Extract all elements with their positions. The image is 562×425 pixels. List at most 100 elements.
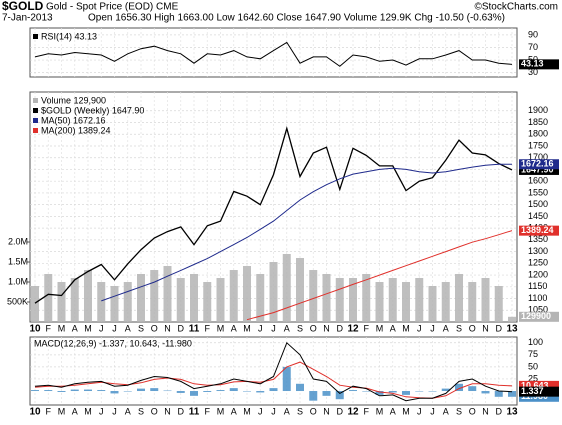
- x-tick-label: J: [99, 323, 104, 333]
- volume-bar: [150, 270, 159, 322]
- y-tick-label: 1150: [528, 281, 547, 291]
- histogram-bar: [349, 390, 357, 392]
- histogram-bar: [229, 388, 238, 392]
- volume-bar: [57, 282, 66, 322]
- x-tick-label: O: [151, 323, 158, 333]
- histogram-bar: [137, 388, 145, 392]
- y-tick-label: 1750: [528, 140, 548, 150]
- histogram-bar: [468, 386, 477, 392]
- histogram-bar: [57, 391, 66, 392]
- x-tick-label-macd: F: [205, 406, 211, 416]
- x-tick-label: A: [125, 323, 131, 333]
- histogram-bar: [508, 391, 516, 397]
- volume-bar: [203, 282, 212, 322]
- volume-bar: [97, 282, 106, 322]
- x-tick-label: 13: [506, 324, 518, 335]
- y-tick-label: 1600: [528, 176, 548, 186]
- histogram-bar: [322, 391, 331, 396]
- volume-bar: [163, 266, 172, 322]
- histogram-bar: [256, 391, 265, 393]
- x-tick-label-macd: D: [496, 406, 503, 416]
- y-tick-label: 1850: [528, 117, 548, 127]
- volume-bar: [243, 266, 251, 322]
- volume-bar: [309, 270, 318, 322]
- y-tick-label: 1450: [528, 211, 548, 221]
- last-value-label: 43.13: [521, 59, 544, 69]
- last-value-label: 129900: [521, 311, 551, 321]
- x-tick-label: J: [271, 323, 276, 333]
- last-value-box: [519, 311, 559, 322]
- x-tick-label-macd: D: [337, 406, 344, 416]
- x-tick-label-macd: S: [138, 406, 144, 416]
- y-tick-label: 50: [528, 361, 538, 371]
- histogram-bar: [44, 390, 53, 392]
- x-tick-label: J: [258, 323, 263, 333]
- volume-bar: [31, 286, 39, 322]
- histogram-bar: [362, 391, 371, 392]
- volume-bar: [137, 274, 145, 322]
- last-value-box: [519, 391, 559, 402]
- x-tick-label-macd: J: [271, 406, 276, 416]
- histogram-bar: [415, 391, 424, 392]
- volume-bar: [494, 286, 503, 322]
- histogram-bar: [402, 391, 410, 395]
- x-tick-label: S: [138, 323, 144, 333]
- histogram-bar: [97, 390, 106, 392]
- x-tick-label-macd: S: [297, 406, 303, 416]
- volume-bar: [388, 278, 397, 322]
- y2-tick-label: 1.0M: [8, 276, 28, 286]
- legend-swatch: [33, 34, 38, 39]
- volume-bar: [349, 278, 357, 322]
- volume-bar: [508, 316, 516, 322]
- x-tick-label: 11: [189, 324, 200, 335]
- x-tick-label-macd: O: [469, 406, 476, 416]
- histogram-bar: [150, 388, 159, 392]
- volume-bar: [402, 282, 410, 322]
- histogram-bar: [243, 391, 251, 392]
- last-value-box: [519, 225, 559, 236]
- volume-bar: [229, 270, 238, 322]
- x-tick-label-macd: M: [243, 406, 251, 416]
- x-tick-label-macd: A: [125, 406, 131, 416]
- x-tick-label-macd: F: [46, 406, 52, 416]
- volume-bar: [282, 254, 291, 322]
- volume-bar: [362, 274, 371, 322]
- x-tick-label-macd: M: [58, 406, 66, 416]
- y-tick-label: 1200: [528, 269, 548, 279]
- x-tick-label: M: [58, 323, 66, 333]
- volume-bar: [468, 282, 477, 322]
- histogram-bar: [296, 383, 304, 392]
- histogram-bar: [388, 391, 397, 393]
- x-tick-label: A: [390, 323, 396, 333]
- x-tick-label: M: [84, 323, 92, 333]
- x-tick-label: O: [469, 323, 476, 333]
- volume-bar: [110, 286, 119, 322]
- series-line: [34, 41, 513, 67]
- volume-bar: [256, 274, 265, 322]
- series-line: [34, 361, 513, 399]
- volume-bar: [415, 278, 424, 322]
- histogram-bar: [428, 391, 437, 392]
- x-tick-label: F: [205, 323, 211, 333]
- histogram-bar: [441, 388, 450, 392]
- y-tick-label: 1800: [528, 129, 548, 139]
- x-tick-label: J: [430, 323, 435, 333]
- volume-bar: [375, 282, 384, 322]
- y-tick-label: 1700: [528, 152, 548, 162]
- x-tick-label: F: [364, 323, 370, 333]
- x-tick-label-macd: O: [151, 406, 158, 416]
- last-value-label: 1389.24: [521, 225, 554, 235]
- volume-bar: [190, 274, 198, 322]
- legend-entry: Volume 129,900: [41, 95, 106, 105]
- histogram-bar: [216, 390, 225, 392]
- x-tick-label-macd: M: [376, 406, 384, 416]
- volume-bar: [216, 278, 225, 322]
- histogram-bar: [84, 389, 92, 392]
- histogram-bar: [176, 391, 185, 393]
- x-tick-label-macd: M: [84, 406, 92, 416]
- histogram-bar: [110, 391, 119, 394]
- volume-bar: [123, 282, 132, 322]
- histogram-bar: [123, 391, 132, 392]
- histogram-bar: [481, 391, 490, 394]
- x-tick-label-macd: J: [112, 406, 117, 416]
